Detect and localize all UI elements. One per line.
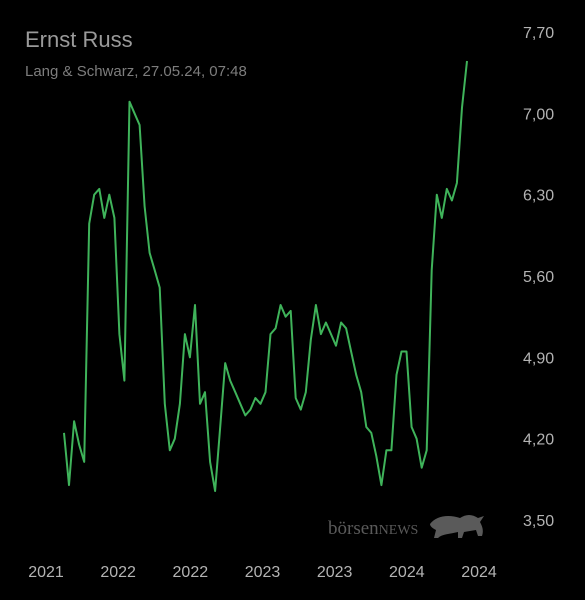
- watermark-text-lower: börsen: [328, 518, 379, 539]
- x-axis-ticks: 2021 2022 2022 2023 2023 2024 2024: [28, 564, 497, 581]
- watermark-text-upper: NEWS: [379, 523, 419, 538]
- x-tick-label: 2023: [317, 564, 353, 581]
- series-line: [63, 60, 468, 492]
- y-tick-label: 7,70: [523, 25, 554, 42]
- y-tick-label: 4,90: [523, 350, 554, 367]
- y-tick-label: 7,00: [523, 106, 554, 123]
- bull-icon: [430, 515, 484, 538]
- boersennews-watermark: börsenNEWS: [328, 515, 484, 539]
- x-tick-label: 2024: [461, 564, 497, 581]
- x-tick-label: 2022: [173, 564, 209, 581]
- chart-title: Ernst Russ: [25, 27, 133, 52]
- x-tick-label: 2022: [100, 564, 136, 581]
- svg-text:börsenNEWS: börsenNEWS: [328, 518, 418, 539]
- y-tick-label: 5,60: [523, 269, 554, 286]
- y-axis-ticks: 7,70 7,00 6,30 5,60 4,90 4,20 3,50: [523, 25, 554, 530]
- chart-subtitle: Lang & Schwarz, 27.05.24, 07:48: [25, 63, 247, 80]
- series-layer: [63, 60, 468, 492]
- y-tick-label: 4,20: [523, 432, 554, 449]
- x-tick-label: 2023: [245, 564, 281, 581]
- y-tick-label: 6,30: [523, 188, 554, 205]
- x-tick-label: 2021: [28, 564, 64, 581]
- y-tick-label: 3,50: [523, 513, 554, 530]
- x-tick-label: 2024: [389, 564, 425, 581]
